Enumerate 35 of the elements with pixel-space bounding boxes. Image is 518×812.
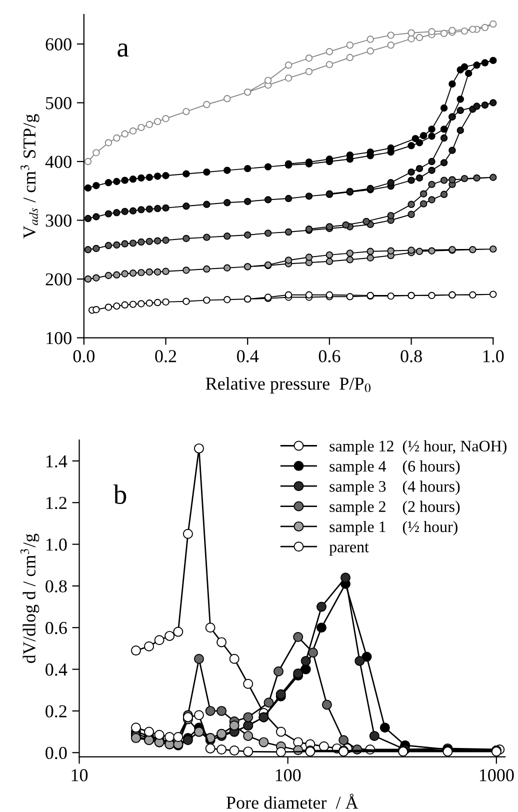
x-tick-label: 1000	[480, 769, 514, 782]
legend-label: sample 2 (2 hours)	[330, 500, 460, 516]
x-tick-label: 10	[72, 769, 88, 782]
legend-label: sample 3 (4 hours)	[330, 480, 460, 496]
x-tick-label: 100	[276, 769, 301, 782]
x-tick-label: 0.2	[155, 350, 176, 362]
x-axis-title: Relative pressure P/P$_{0}$	[206, 377, 371, 394]
x-tick-label: 1.0	[483, 350, 504, 362]
y-tick-label: 0.0	[46, 746, 67, 760]
y-tick-label: 1.2	[46, 496, 66, 510]
y-tick-label: 400	[45, 156, 72, 168]
y-tick-label: 0.6	[46, 622, 67, 634]
annotation: b	[113, 484, 126, 504]
x-tick-label: 0.0	[73, 350, 95, 362]
y-tick-label: 100	[46, 332, 72, 344]
y-axis-title: V$_{ads}$ / cm$^{3}$ STP/g	[20, 114, 40, 238]
legend-label: sample 12 (½ hour, NaOH)	[330, 440, 506, 455]
y-axis-title: dV/dlog d / cm$^{3}$/g	[20, 534, 40, 663]
y-tick-label: 0.8	[46, 580, 67, 592]
annotation: a	[118, 43, 129, 57]
y-tick-label: 1.0	[46, 538, 67, 551]
y-tick-label: 600	[46, 38, 72, 50]
legend-label: sample 1 (½ hour)	[330, 520, 458, 536]
y-tick-label: 1.4	[46, 455, 68, 468]
legend-label: sample 4 (6 hours)	[330, 460, 460, 475]
y-tick-label: 500	[46, 97, 72, 110]
y-tick-label: 0.2	[46, 705, 66, 718]
y-tick-label: 300	[46, 214, 72, 227]
x-axis-title: Pore diameter / Å	[226, 794, 358, 809]
y-tick-label: 0.4	[46, 664, 68, 676]
x-tick-label: 0.6	[318, 350, 340, 362]
y-tick-label: 200	[46, 273, 72, 286]
x-tick-label: 0.4	[237, 350, 259, 362]
legend-label: parent	[329, 543, 369, 556]
x-tick-label: 0.8	[400, 350, 422, 362]
